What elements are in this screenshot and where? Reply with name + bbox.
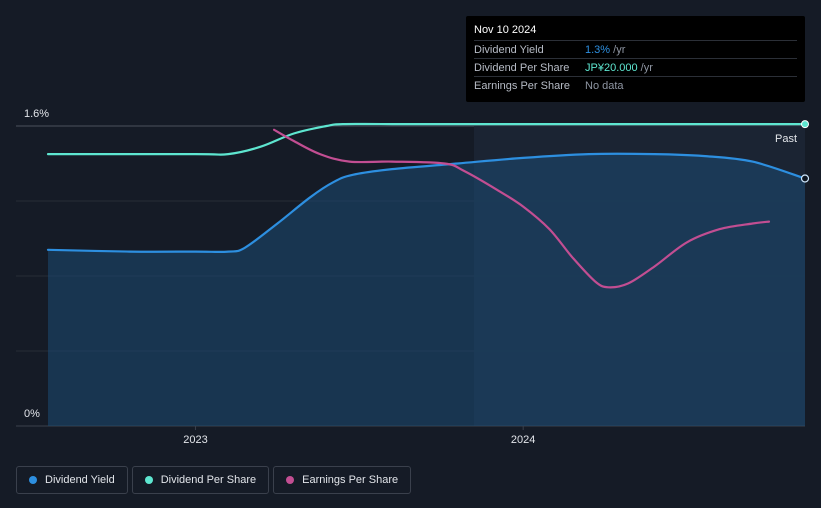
dividend-per-share-marker [801,120,809,129]
tooltip-value-number: No data [585,79,624,92]
tooltip-label: Dividend Yield [474,43,544,56]
tooltip-row-earnings-per-share: Earnings Per Share No data [474,76,797,94]
tooltip-row-dividend-per-share: Dividend Per Share JP¥20.000 /yr [474,58,797,76]
tooltip-label: Dividend Per Share [474,61,570,74]
dividend-chart: 2023 2024 Past [16,120,810,446]
tooltip-value-number: JP¥20.000 [585,61,638,74]
tooltip-date: Nov 10 2024 [474,24,537,36]
legend-label: Dividend Per Share [160,474,257,486]
tooltip-value: No data [585,80,624,92]
y-axis-max-label: 1.6% [24,108,50,120]
legend-item-earnings-per-share[interactable]: Earnings Per Share [273,466,412,494]
tooltip-value-unit: /yr [610,43,626,56]
legend-label: Dividend Yield [45,474,115,486]
legend-dot [29,476,37,484]
dividend-yield-area [48,153,805,426]
x-tick-label: 2024 [511,434,535,446]
tooltip: Nov 10 2024 Dividend Yield 1.3% /yr Divi… [466,16,805,102]
tooltip-label: Earnings Per Share [474,79,570,92]
legend: Dividend Yield Dividend Per Share Earnin… [16,466,412,494]
past-label: Past [775,133,797,145]
dividend-per-share-line [46,122,807,156]
earnings-per-share-line [273,128,771,289]
dividend-yield-line [46,152,807,254]
legend-dot [286,476,295,484]
legend-item-dividend-yield[interactable]: Dividend Yield [16,466,128,494]
dividend-yield-marker [800,174,810,183]
tooltip-value-number: 1.3% [585,43,611,56]
tooltip-value: JP¥20.000 /yr [585,62,653,74]
y-axis-min-label: 0% [24,408,40,420]
legend-dot [144,476,153,484]
legend-label: Earnings Per Share [302,474,399,486]
tooltip-value: 1.3% /yr [585,44,625,56]
x-tick-label: 2023 [183,434,207,446]
tooltip-row-dividend-yield: Dividend Yield 1.3% /yr [474,40,797,58]
tooltip-value-unit: /yr [637,61,653,74]
legend-item-dividend-per-share[interactable]: Dividend Per Share [131,466,270,494]
